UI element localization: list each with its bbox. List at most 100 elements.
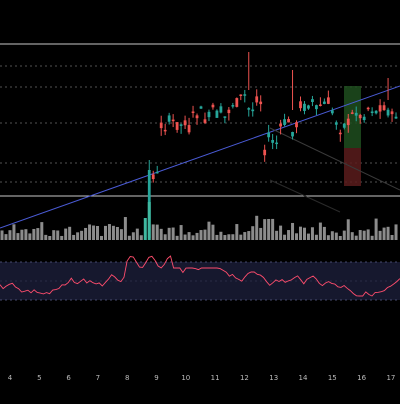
volume-bar — [115, 226, 119, 240]
volume-bar — [151, 224, 155, 240]
volume-bar — [68, 226, 72, 240]
volume-bar — [223, 235, 227, 240]
volume-bar — [80, 230, 84, 240]
volume-bar — [318, 222, 322, 240]
volume-bar — [32, 228, 36, 240]
candle-body — [203, 119, 207, 123]
candle-body — [235, 98, 239, 107]
volume-bar — [259, 227, 263, 240]
volume-bar — [60, 235, 64, 240]
volume-bar — [16, 233, 20, 240]
volume-bar — [12, 224, 16, 240]
volume-bar — [155, 224, 159, 240]
volume-bar — [92, 225, 96, 240]
volume-bar — [159, 228, 163, 240]
volume-bar — [119, 229, 123, 240]
volume-bar — [107, 224, 111, 240]
candle-body — [382, 105, 386, 111]
trendline[interactable] — [0, 85, 400, 229]
volume-bar — [0, 230, 4, 240]
volume-bar — [283, 234, 287, 240]
volume-bar — [171, 227, 175, 240]
candle-body — [171, 119, 175, 122]
volume-bar — [163, 234, 167, 240]
volume-bar — [374, 218, 378, 240]
candle-body — [342, 123, 346, 128]
volume-bar — [123, 217, 127, 240]
volume-bar — [299, 226, 302, 240]
volume-bar — [279, 225, 283, 240]
volume-bar — [44, 234, 48, 240]
candle-body — [315, 105, 318, 110]
volume-bar — [191, 235, 195, 240]
volume-bar — [247, 231, 251, 240]
volume-bar — [111, 225, 115, 240]
volume-bar — [64, 228, 68, 240]
x-tick-label: 4 — [8, 374, 13, 382]
volume-bar — [306, 233, 310, 240]
volume-bar — [227, 234, 231, 240]
x-tick-label: 15 — [328, 374, 337, 382]
volume-bar — [24, 229, 28, 240]
price-grid — [0, 43, 400, 197]
candle-body — [374, 110, 378, 114]
candle-body — [350, 112, 354, 114]
candle-body — [207, 111, 211, 118]
candle-body — [163, 129, 167, 132]
volume-bar — [350, 232, 354, 240]
candle-body — [195, 115, 199, 119]
candle-body — [303, 103, 306, 111]
candle-body — [299, 101, 302, 109]
candle-body — [211, 104, 215, 108]
candle-body — [330, 110, 334, 114]
volume-bar — [310, 227, 314, 240]
volume-bar — [100, 235, 103, 240]
volume-bar — [251, 226, 255, 240]
trendline-faint — [269, 179, 341, 213]
volume-bar — [334, 232, 338, 240]
volume-bars — [0, 202, 398, 240]
volume-bar — [56, 230, 60, 240]
volume-bar — [291, 222, 295, 240]
candle-body — [243, 94, 247, 96]
volume-bar — [8, 230, 12, 240]
volume-bar — [183, 234, 187, 240]
volume-bar — [378, 230, 382, 240]
volume-bar — [326, 235, 330, 240]
volume-bar — [275, 230, 279, 240]
x-tick-label: 16 — [357, 374, 366, 382]
candle-body — [231, 105, 235, 107]
candle-body — [183, 120, 187, 126]
candle-body — [251, 109, 255, 112]
candle-body — [239, 94, 243, 97]
volume-bar — [390, 234, 394, 240]
x-tick-label: 17 — [386, 374, 395, 382]
volume-bar — [215, 234, 219, 240]
candle-body — [354, 112, 358, 116]
trendlines[interactable] — [0, 85, 400, 229]
x-tick-label: 13 — [269, 374, 278, 382]
volume-bar — [96, 225, 100, 240]
candle-body — [167, 115, 171, 122]
candle-body — [175, 122, 179, 130]
volume-bar — [72, 234, 76, 240]
volume-bar — [346, 219, 350, 240]
volume-bar — [243, 232, 247, 240]
volume-bar — [382, 227, 386, 240]
volume-bar — [330, 231, 334, 240]
candle-body — [219, 106, 223, 113]
rsi-line — [0, 255, 400, 297]
volume-bar — [40, 222, 44, 240]
candle-body — [287, 119, 290, 123]
volume-bar — [179, 225, 183, 240]
volume-bar — [362, 230, 366, 240]
candle-body — [307, 105, 310, 109]
candle-body — [378, 105, 382, 112]
volume-bar — [36, 228, 40, 240]
volume-bar — [4, 234, 8, 240]
volume-bar — [103, 225, 107, 240]
candle-body — [255, 96, 259, 103]
trendline-secondary[interactable] — [269, 127, 400, 191]
